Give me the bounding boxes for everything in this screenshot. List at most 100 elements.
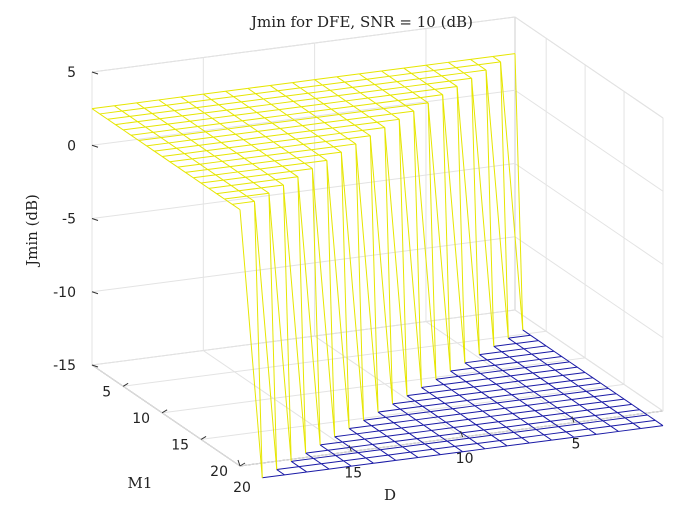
surface-edge [257, 127, 281, 132]
surface-edge [578, 382, 601, 387]
surface-edge [205, 131, 214, 138]
surface-edge [407, 414, 417, 421]
surface-edge [433, 67, 457, 72]
surface-edge [430, 408, 453, 413]
surface-edge [207, 169, 216, 176]
surface-edge [477, 440, 500, 444]
surface-edge [414, 397, 438, 402]
surface-edge [278, 106, 302, 111]
surface-edge [588, 425, 611, 430]
surface-edge [290, 168, 313, 172]
surface-edge [280, 125, 303, 129]
surface-edge [497, 399, 520, 404]
surface-edge [384, 127, 394, 404]
z-gridline-side [514, 163, 664, 265]
surface-edge [189, 120, 199, 127]
surface-edge [304, 162, 313, 169]
surface-edge [469, 434, 492, 439]
surface-edge [449, 77, 472, 82]
surface-edge [548, 383, 557, 390]
surface-edge [193, 174, 216, 179]
surface-edge [401, 427, 410, 434]
surface-edge [409, 429, 432, 434]
x-gridline-floor [425, 321, 575, 423]
surface-edge [363, 416, 386, 421]
surface-edge [305, 452, 314, 459]
surface-edge [499, 440, 508, 447]
surface-edge [615, 393, 625, 400]
surface-edge [547, 361, 570, 366]
surface-edge [280, 146, 290, 154]
surface-edge [480, 373, 489, 380]
surface-edge [225, 87, 248, 92]
surface-edge [563, 390, 587, 395]
surface-edge [369, 135, 394, 404]
surface-edge [578, 385, 587, 392]
surface-edge [304, 159, 327, 164]
surface-edge [313, 455, 336, 459]
surface-edge [272, 119, 295, 124]
surface-edge [424, 440, 448, 445]
surface-edge [471, 78, 480, 355]
surface-edge [316, 116, 325, 124]
surface-edge [632, 422, 642, 429]
surface-edge [144, 104, 167, 109]
surface-edge [562, 374, 571, 382]
surface-edge [241, 120, 251, 127]
surface-edge [436, 394, 460, 399]
surface-edge [246, 192, 270, 197]
surface-edge [647, 414, 656, 421]
surface-edge [343, 457, 366, 462]
surface-edge [310, 149, 320, 156]
z-gridline-side [514, 89, 664, 192]
surface-edge [484, 445, 508, 450]
surface-edge [130, 134, 140, 141]
surface-edge [474, 405, 483, 412]
surface-edge [255, 90, 278, 95]
surface-edge [602, 417, 626, 422]
surface-edge [183, 131, 206, 136]
surface-edge [579, 401, 602, 406]
surface-edge [394, 438, 418, 443]
surface-edge [495, 383, 505, 390]
surface-edge [235, 133, 244, 140]
z-tick-label: -10 [53, 285, 76, 301]
surface-edge [231, 203, 241, 211]
surface-edge [446, 440, 456, 447]
surface-edge [91, 105, 115, 110]
surface-edge [356, 430, 380, 435]
surface-edge [273, 138, 296, 143]
surface-edge [237, 171, 246, 178]
surface-edge [453, 424, 477, 429]
surface-edge [198, 144, 207, 152]
surface-edge [137, 121, 146, 128]
surface-edge [309, 130, 319, 137]
surface-edge [167, 120, 191, 125]
surface-edge [314, 79, 323, 86]
surface-edge [323, 103, 332, 110]
surface-edge [361, 108, 384, 113]
surface-edge [500, 61, 524, 331]
surface-edge [517, 358, 540, 363]
surface-edge [545, 345, 555, 352]
surface-edge [390, 91, 413, 96]
surface-edge [383, 105, 406, 110]
surface-edge [292, 79, 315, 84]
surface-edge [345, 100, 354, 107]
surface-edge [570, 380, 579, 387]
surface-edge [293, 100, 302, 108]
surface-edge [211, 117, 221, 125]
surface-edge [584, 372, 594, 379]
surface-edge [336, 76, 345, 83]
surface-edge [342, 438, 365, 443]
surface-edge [270, 82, 293, 86]
surface-edge [494, 364, 504, 371]
surface-edge [475, 424, 485, 431]
surface-edge [167, 123, 176, 130]
surface-edge [177, 166, 186, 173]
surface-edge [562, 371, 586, 376]
surface-edge [403, 64, 427, 69]
surface-edge [180, 93, 204, 98]
surface-edge [253, 201, 278, 470]
surface-edge [287, 130, 311, 135]
